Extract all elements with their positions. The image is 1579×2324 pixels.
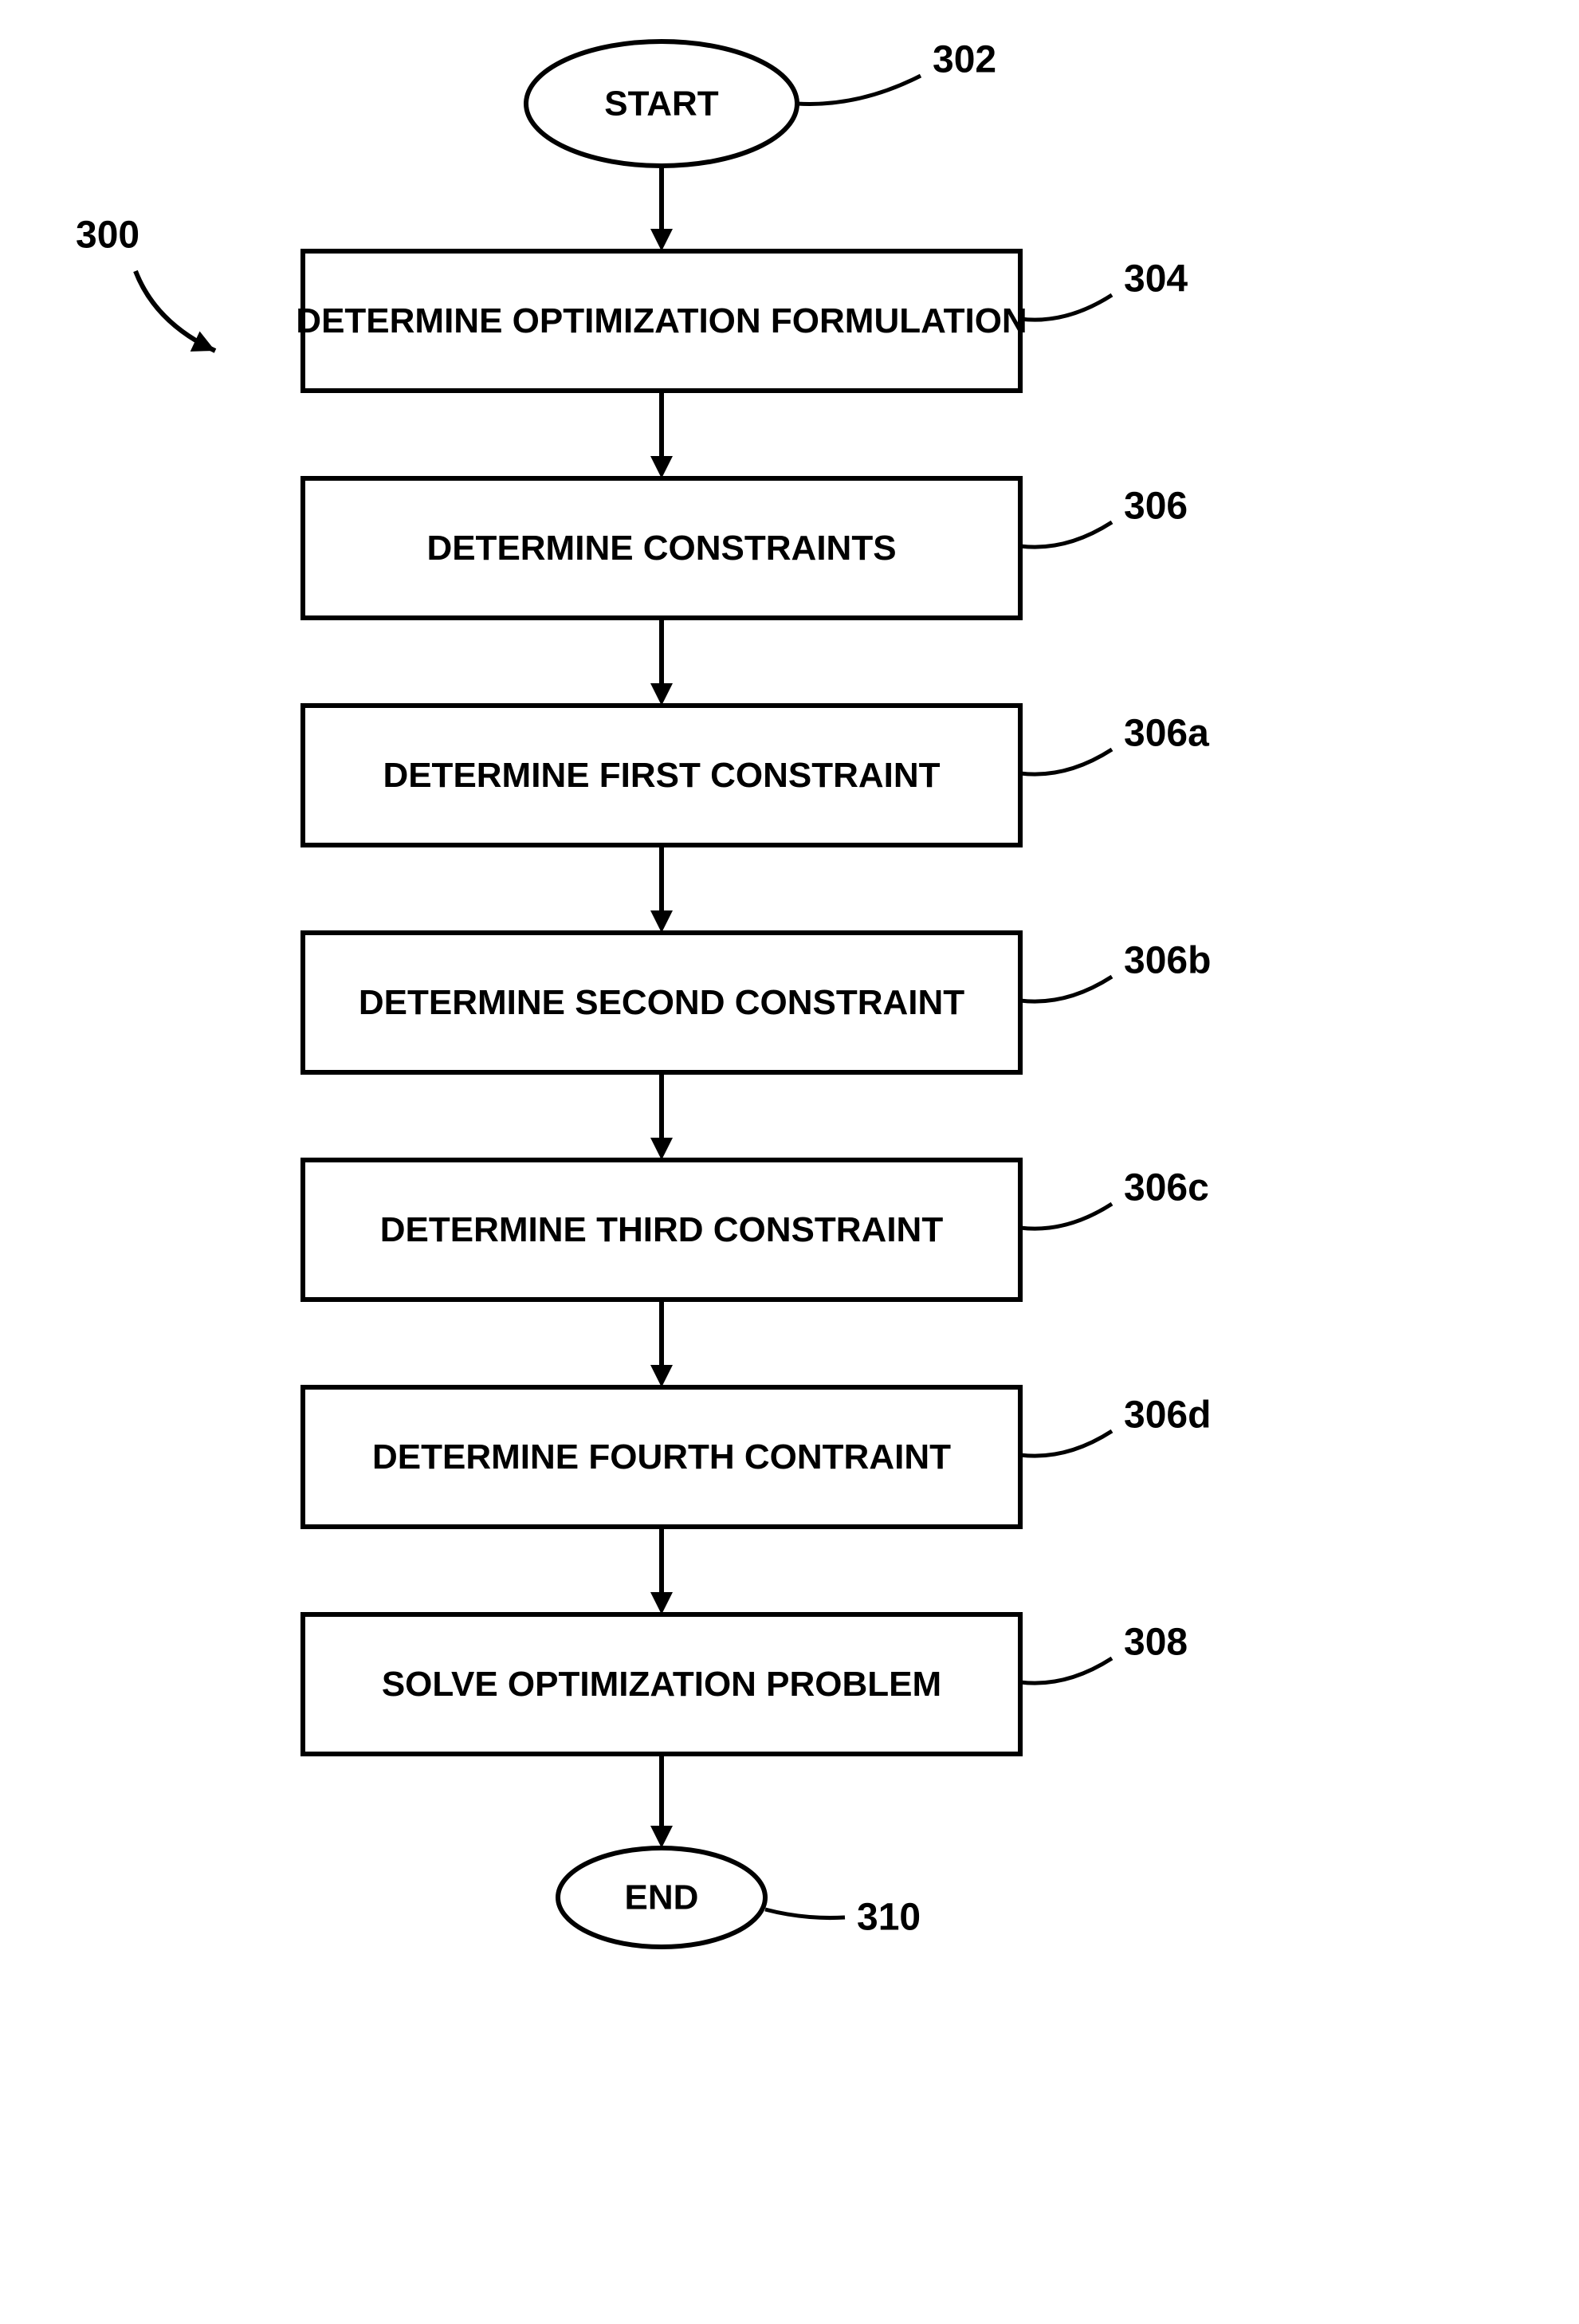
- ref-leader: [1020, 295, 1112, 320]
- n308-label: SOLVE OPTIMIZATION PROBLEM: [382, 1665, 941, 1704]
- ref-label: 300: [76, 214, 139, 257]
- ref-label: 306: [1124, 486, 1188, 528]
- ref-leader: [765, 1909, 845, 1918]
- n304-label: DETERMINE OPTIMIZATION FORMULATION: [296, 301, 1027, 340]
- flow-arrowhead: [650, 229, 673, 251]
- ref-leader: [1020, 749, 1112, 774]
- n306c-label: DETERMINE THIRD CONSTRAINT: [380, 1210, 944, 1249]
- n306b-label: DETERMINE SECOND CONSTRAINT: [359, 983, 964, 1022]
- ref-label: 302: [933, 39, 996, 81]
- ref-label: 306a: [1124, 713, 1209, 755]
- flow-arrowhead: [650, 1592, 673, 1614]
- ref-label: 306d: [1124, 1394, 1211, 1437]
- ref-label: 304: [1124, 258, 1188, 301]
- ref-label: 306b: [1124, 940, 1211, 982]
- flow-arrowhead: [650, 456, 673, 478]
- ref-label: 310: [857, 1897, 921, 1939]
- ref-leader: [1020, 522, 1112, 547]
- n306d-label: DETERMINE FOURTH CONTRAINT: [372, 1437, 951, 1477]
- n306-label: DETERMINE CONSTRAINTS: [426, 529, 896, 568]
- start-label: START: [604, 85, 719, 124]
- ref-label: 306c: [1124, 1167, 1209, 1209]
- n306a-label: DETERMINE FIRST CONSTRAINT: [383, 756, 940, 795]
- flow-arrowhead: [650, 683, 673, 706]
- end-label: END: [625, 1878, 699, 1917]
- ref-label: 308: [1124, 1622, 1188, 1664]
- ref-leader: [797, 76, 921, 104]
- flowchart-canvas: START DETERMINE OPTIMIZATION FORMULATION D…: [0, 0, 1579, 2324]
- ref-leader: [1020, 1204, 1112, 1229]
- flow-arrowhead: [650, 1138, 673, 1160]
- flow-arrowhead: [650, 910, 673, 933]
- flow-arrowhead: [650, 1826, 673, 1848]
- ref-leader: [1020, 977, 1112, 1001]
- flow-arrowhead: [650, 1365, 673, 1387]
- ref-leader: [1020, 1658, 1112, 1683]
- ref-leader: [1020, 1431, 1112, 1456]
